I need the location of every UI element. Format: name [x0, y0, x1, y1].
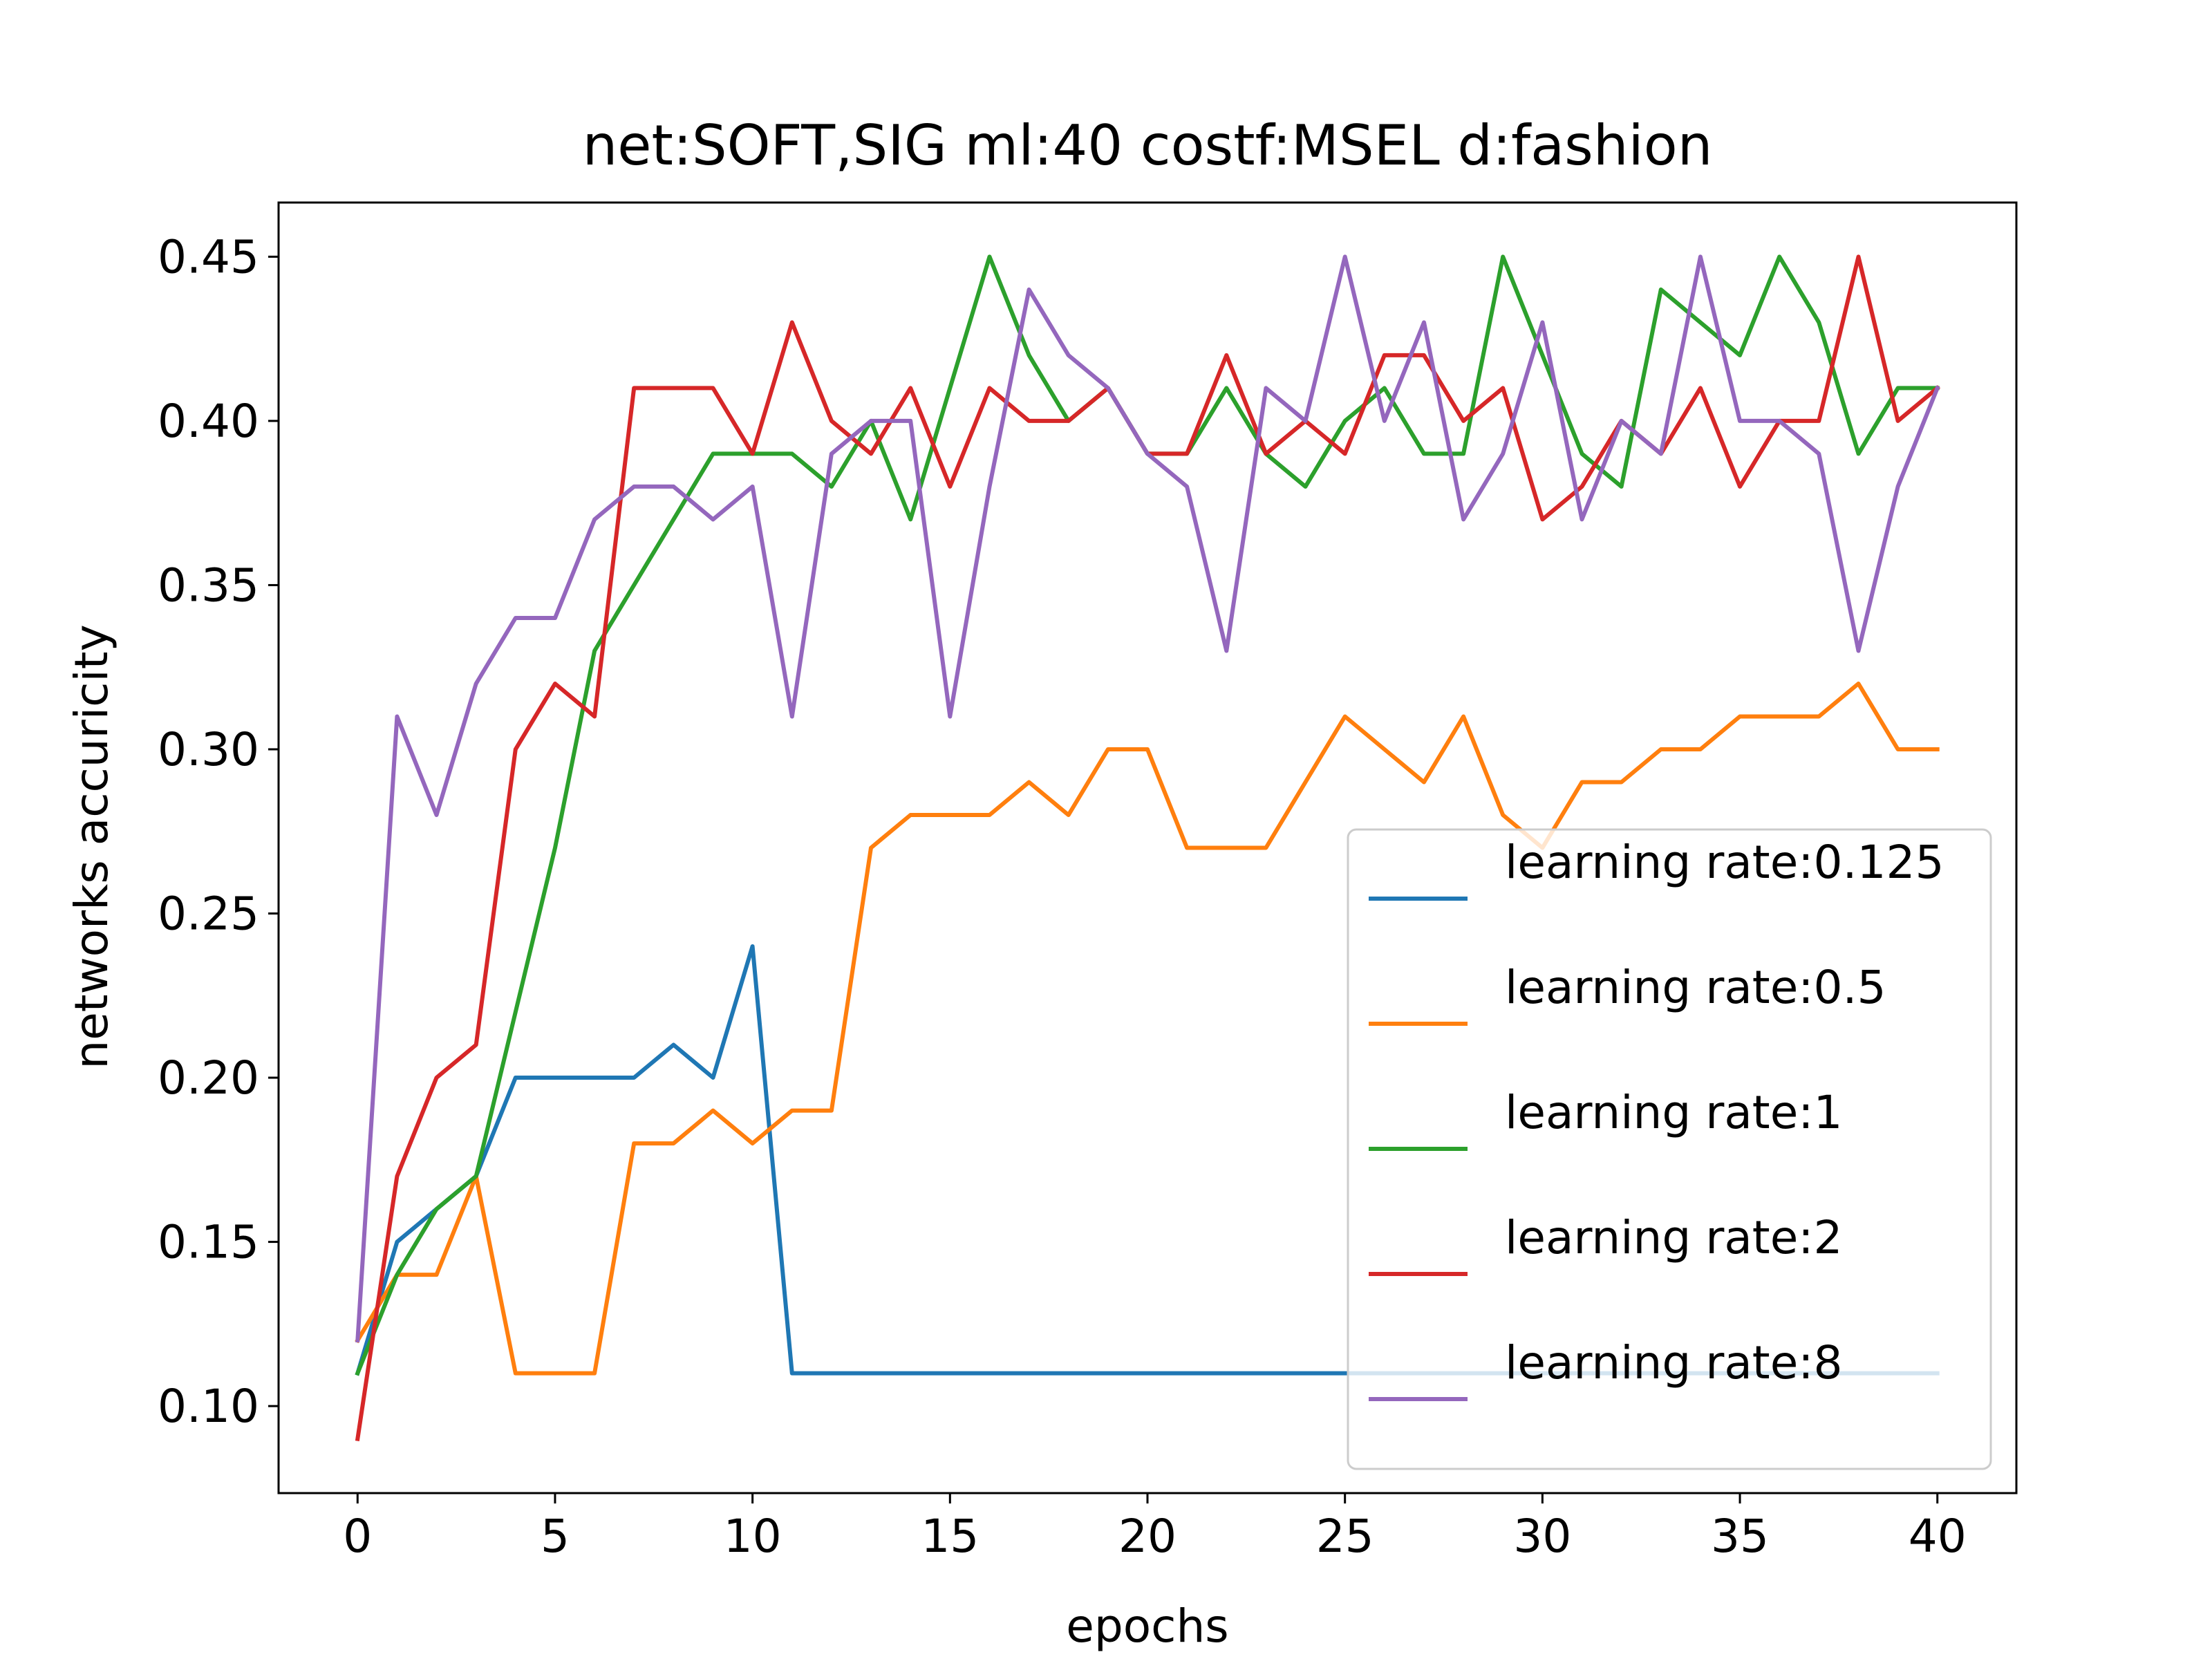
series-line-2: [355, 682, 1940, 1376]
x-tick-label: 10: [724, 1510, 782, 1563]
x-tick-label: 15: [921, 1510, 979, 1563]
y-tick-label: 0.25: [158, 888, 259, 941]
series-line-5: [355, 254, 1940, 1343]
x-tick-label: 35: [1711, 1510, 1769, 1563]
y-tick-label: 0.45: [158, 230, 259, 283]
legend-label-3: learning rate:1: [1505, 1086, 1843, 1139]
legend: learning rate:0.125 learning rate:0.5 lear…: [1347, 828, 1992, 1470]
x-tick-label: 20: [1118, 1510, 1177, 1563]
axes: 0 5 10 15 20 25 30 35 40 0.10 0.15 0.20 0.25 0.30 0.35…: [158, 201, 2018, 1563]
legend-label-5: learning rate:8: [1505, 1336, 1843, 1389]
y-tick-label: 0.15: [158, 1216, 259, 1269]
y-tick-label: 0.10: [158, 1380, 259, 1433]
legend-label-4: learning rate:2: [1505, 1211, 1843, 1264]
y-tick-label: 0.20: [158, 1051, 259, 1105]
y-tick-label: 0.30: [158, 723, 259, 776]
x-tick-label: 0: [343, 1510, 372, 1563]
x-tick-label: 25: [1316, 1510, 1374, 1563]
x-tick-label: 40: [1909, 1510, 1967, 1563]
y-tick-label: 0.35: [158, 559, 259, 612]
chart-title: net:SOFT,SIG ml:40 costf:MSEL d:fashion: [583, 113, 1713, 178]
y-axis-label: networks accuricity: [65, 624, 118, 1069]
x-axis-label: epochs: [1066, 1600, 1228, 1653]
y-tick-label: 0.40: [158, 395, 259, 448]
legend-label-2: learning rate:0.5: [1505, 961, 1886, 1014]
x-tick-label: 5: [541, 1510, 570, 1563]
legend-label-1: learning rate:0.125: [1505, 836, 1944, 889]
x-tick-label: 30: [1513, 1510, 1571, 1563]
legend-box: [1347, 828, 1992, 1470]
